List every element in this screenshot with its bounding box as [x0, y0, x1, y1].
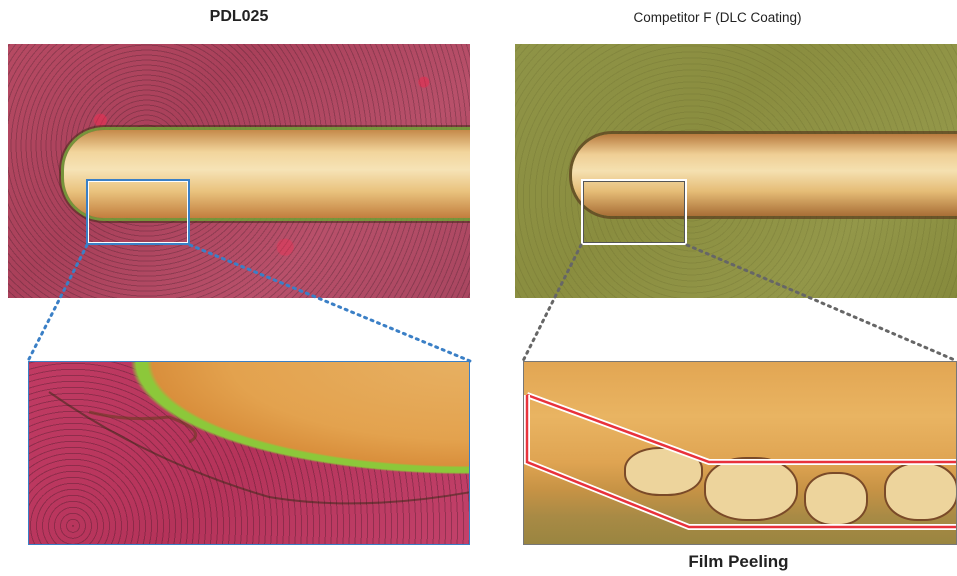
peeling-flake [804, 472, 868, 526]
peeling-flake [704, 457, 798, 521]
pdl025-zoomed-micrograph [28, 361, 470, 545]
competitor-zoom-region [581, 179, 687, 245]
pdl025-title: PDL025 [209, 8, 269, 25]
competitor-title: Competitor F (DLC Coating) [633, 10, 802, 25]
peeling-flake [884, 462, 956, 521]
peeling-region-outline [524, 392, 956, 530]
pdl025-wear-track [64, 130, 470, 218]
competitor-micrograph [515, 44, 957, 298]
competitor-wear-track [572, 134, 957, 216]
pdl025-micrograph [8, 44, 470, 298]
pdl025-zoom-region [86, 179, 190, 245]
film-peeling-caption: Film Peeling [688, 552, 789, 571]
competitor-zoomed-micrograph [523, 361, 957, 545]
pdl025-zoom-detail [48, 391, 469, 505]
